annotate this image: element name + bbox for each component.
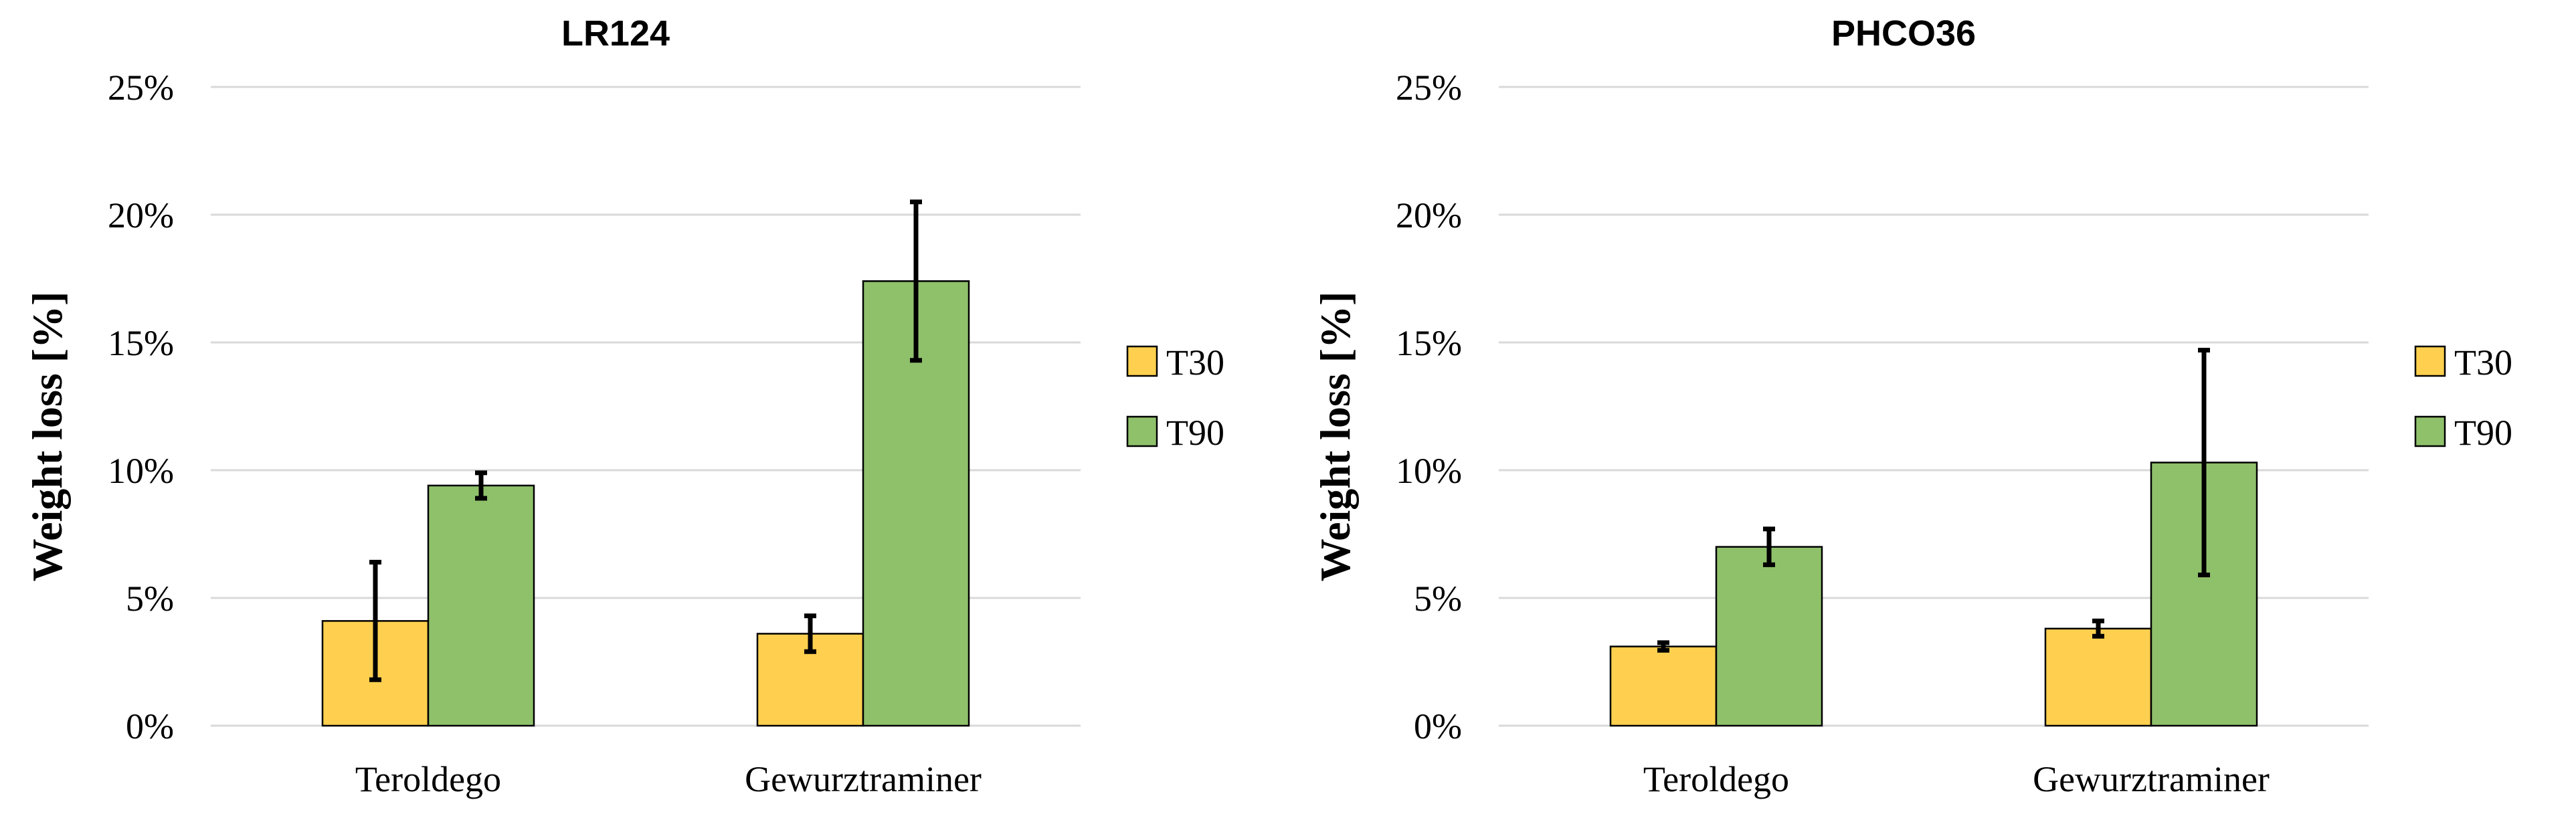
x-category-label: Teroldego	[355, 759, 501, 799]
y-tick-label: 10%	[108, 451, 174, 491]
legend-swatch-t90	[1126, 415, 1158, 447]
y-tick-label: 15%	[108, 323, 174, 363]
x-category-label: Gewurztraminer	[745, 759, 982, 799]
error-bar-t90-teroldego	[1763, 526, 1775, 567]
bar-t30-teroldego	[1609, 645, 1718, 727]
x-category-label: Teroldego	[1643, 759, 1789, 799]
y-tick-label: 10%	[1396, 451, 1462, 491]
chart-phco36: PHCO36 0% 5% 10% 15% 20% 25% Weight loss [%] Ter…	[1311, 13, 2512, 799]
chart-lr124: LR124 0% 5% 10% 15% 20% 25% Weight loss [%] Tero…	[23, 13, 1224, 799]
legend-label-t30: T30	[2454, 342, 2512, 383]
y-tick-label: 25%	[1396, 68, 1462, 108]
error-bar-t90-gewurztraminer	[2198, 347, 2210, 578]
error-bar-t90-teroldego	[475, 470, 487, 501]
y-tick-label: 15%	[1396, 323, 1462, 363]
bar-t90-teroldego	[1715, 546, 1823, 727]
error-bar-t30-teroldego	[369, 560, 381, 682]
legend-swatch-t30	[2414, 345, 2446, 377]
x-category-label: Gewurztraminer	[2033, 759, 2270, 799]
error-bar-t30-gewurztraminer	[2092, 618, 2104, 639]
y-tick-label: 20%	[108, 195, 174, 235]
chart-title: PHCO36	[1831, 13, 1976, 54]
error-bar-t30-teroldego	[1657, 640, 1669, 653]
y-axis-label: Weight loss [%]	[1311, 292, 1359, 582]
y-tick-label: 25%	[108, 68, 174, 108]
legend-label-t90: T90	[2454, 413, 2512, 453]
error-bar-t30-gewurztraminer	[804, 613, 816, 654]
y-tick-label: 20%	[1396, 195, 1462, 235]
y-tick-label: 5%	[126, 579, 174, 619]
error-bar-t90-gewurztraminer	[910, 199, 922, 363]
y-axis-label: Weight loss [%]	[23, 292, 71, 582]
legend-swatch-t90	[2414, 415, 2446, 447]
bar-t30-gewurztraminer	[2044, 627, 2152, 727]
y-tick-label: 0%	[1414, 706, 1462, 746]
legend-label-t30: T30	[1166, 342, 1224, 383]
legend-label-t90: T90	[1166, 413, 1224, 453]
legend-swatch-t30	[1126, 345, 1158, 377]
y-tick-label: 5%	[1414, 579, 1462, 619]
y-tick-label: 0%	[126, 706, 174, 746]
bar-t90-teroldego	[427, 484, 535, 727]
chart-title: LR124	[561, 13, 670, 54]
